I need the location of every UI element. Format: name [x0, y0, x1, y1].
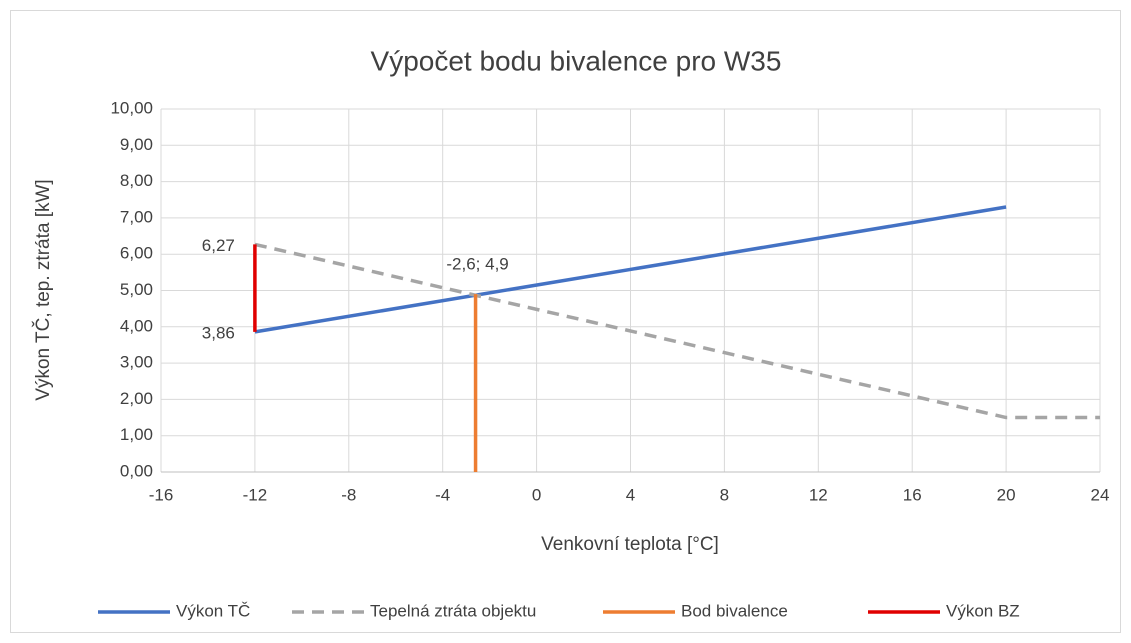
y-axis-title: Výkon TČ, tep. ztráta [kW]: [32, 179, 54, 400]
y-tick-label: 4,00: [120, 316, 153, 335]
legend-label: Tepelná ztráta objektu: [370, 601, 536, 620]
y-tick-label: 7,00: [120, 207, 153, 226]
data-label: -2,6; 4,9: [446, 255, 508, 274]
legend-label: Bod bivalence: [681, 601, 788, 620]
y-tick-label: 10,00: [110, 98, 153, 117]
y-tick-label: 3,00: [120, 353, 153, 372]
y-tick-label: 6,00: [120, 244, 153, 263]
x-tick-label: -8: [341, 485, 356, 504]
x-tick-label: -4: [435, 485, 450, 504]
series-line: [254, 242, 1100, 420]
y-tick-label: 0,00: [120, 461, 153, 480]
x-axis-title: Venkovní teplota [°C]: [541, 534, 719, 555]
y-tick-label: 5,00: [120, 280, 153, 299]
y-tick-label: 1,00: [120, 425, 153, 444]
y-tick-label: 2,00: [120, 389, 153, 408]
data-label: 6,27: [202, 236, 235, 255]
chart-frame: [10, 10, 1121, 633]
x-tick-label: 4: [626, 485, 635, 504]
x-tick-label: 24: [1091, 485, 1110, 504]
x-tick-label: 8: [720, 485, 729, 504]
x-tick-label: 0: [532, 485, 541, 504]
data-label: 3,86: [202, 323, 235, 342]
x-tick-label: -12: [243, 485, 268, 504]
y-tick-label: 9,00: [120, 135, 153, 154]
x-tick-label: -16: [149, 485, 174, 504]
x-tick-label: 16: [903, 485, 922, 504]
x-tick-label: 20: [997, 485, 1016, 504]
legend-label: Výkon TČ: [176, 601, 250, 620]
series-line: [254, 205, 1007, 334]
chart-title: Výpočet bodu bivalence pro W35: [371, 45, 782, 76]
y-tick-label: 8,00: [120, 171, 153, 190]
x-tick-label: 12: [809, 485, 828, 504]
legend-label: Výkon BZ: [946, 601, 1020, 620]
